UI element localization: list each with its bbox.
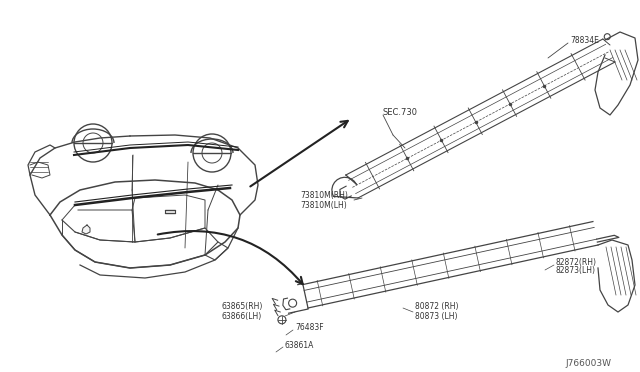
Text: 73810M(LH): 73810M(LH) bbox=[300, 201, 347, 209]
Text: 82873(LH): 82873(LH) bbox=[556, 266, 596, 276]
Text: 63866(LH): 63866(LH) bbox=[221, 311, 261, 321]
Text: 82872(RH): 82872(RH) bbox=[556, 257, 597, 266]
Text: SEC.730: SEC.730 bbox=[383, 108, 418, 116]
Text: 63865(RH): 63865(RH) bbox=[221, 302, 262, 311]
Text: 76483F: 76483F bbox=[295, 324, 324, 333]
Text: J766003W: J766003W bbox=[565, 359, 611, 369]
Text: 63861A: 63861A bbox=[285, 340, 314, 350]
Text: 80873 (LH): 80873 (LH) bbox=[415, 311, 458, 321]
Text: 73810M(RH): 73810M(RH) bbox=[300, 190, 348, 199]
Polygon shape bbox=[82, 225, 90, 234]
Text: 80872 (RH): 80872 (RH) bbox=[415, 302, 458, 311]
Text: 78834E: 78834E bbox=[570, 35, 599, 45]
